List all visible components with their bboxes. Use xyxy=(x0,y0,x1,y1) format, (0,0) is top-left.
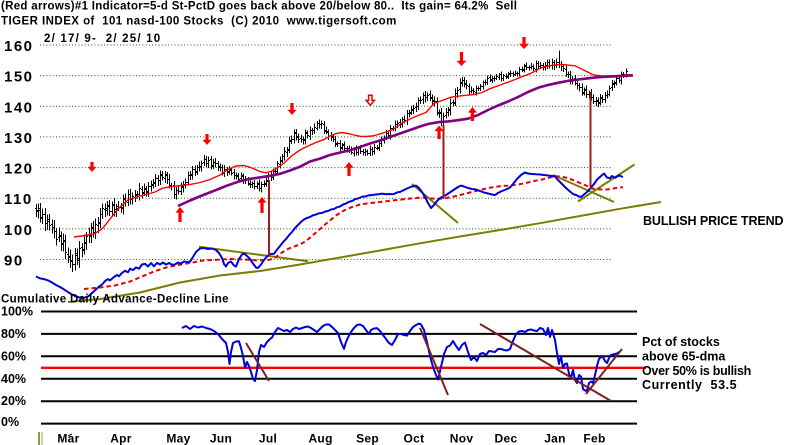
svg-text:0%: 0% xyxy=(1,415,19,429)
svg-text:140: 140 xyxy=(4,99,34,116)
svg-text:Dec: Dec xyxy=(495,431,518,445)
svg-text:Aug: Aug xyxy=(308,431,332,445)
svg-text:Feb: Feb xyxy=(583,431,605,445)
svg-text:80%: 80% xyxy=(1,327,26,341)
svg-text:Over 50% is bullish: Over 50% is bullish xyxy=(642,364,751,378)
svg-text:90: 90 xyxy=(4,253,24,270)
svg-text:Mar: Mar xyxy=(57,431,79,445)
svg-text:Oct: Oct xyxy=(404,431,425,445)
svg-text:Sep: Sep xyxy=(356,431,379,445)
svg-text:TIGER INDEX of 101 nasd-100 S: TIGER INDEX of 101 nasd-100 Stocks (C) 2… xyxy=(1,16,397,28)
svg-text:110: 110 xyxy=(4,191,33,208)
svg-text:120: 120 xyxy=(4,161,34,178)
svg-text:Nov: Nov xyxy=(450,431,474,445)
svg-text:160: 160 xyxy=(4,38,34,55)
svg-text:Apr: Apr xyxy=(110,431,132,445)
svg-text:150: 150 xyxy=(4,69,34,86)
svg-text:100: 100 xyxy=(4,222,34,239)
svg-text:Jul: Jul xyxy=(259,431,277,445)
svg-text:Currently 53.5: Currently 53.5 xyxy=(642,378,737,392)
svg-text:2/ 17/ 9- 2/ 25/ 10: 2/ 17/ 9- 2/ 25/ 10 xyxy=(44,33,161,45)
svg-text:40%: 40% xyxy=(1,372,26,386)
svg-text:Jun: Jun xyxy=(210,431,232,445)
svg-text:May: May xyxy=(166,431,190,445)
svg-text:20%: 20% xyxy=(1,394,26,408)
svg-text:100%: 100% xyxy=(1,305,33,319)
svg-text:60%: 60% xyxy=(1,349,26,363)
svg-text:Cumulative Daily Advance-Decli: Cumulative Daily Advance-Decline Line xyxy=(1,294,229,306)
svg-text:Pct of stocks: Pct of stocks xyxy=(642,335,720,349)
svg-text:BULLISH PRICE TREND: BULLISH PRICE TREND xyxy=(643,214,784,228)
svg-text:130: 130 xyxy=(4,130,34,147)
svg-text:Jan: Jan xyxy=(544,431,566,445)
svg-text:above 65-dma: above 65-dma xyxy=(642,350,726,364)
svg-text:(Red arrows)#1 Indicator=5-d S: (Red arrows)#1 Indicator=5-d St-PctD goe… xyxy=(1,1,517,13)
